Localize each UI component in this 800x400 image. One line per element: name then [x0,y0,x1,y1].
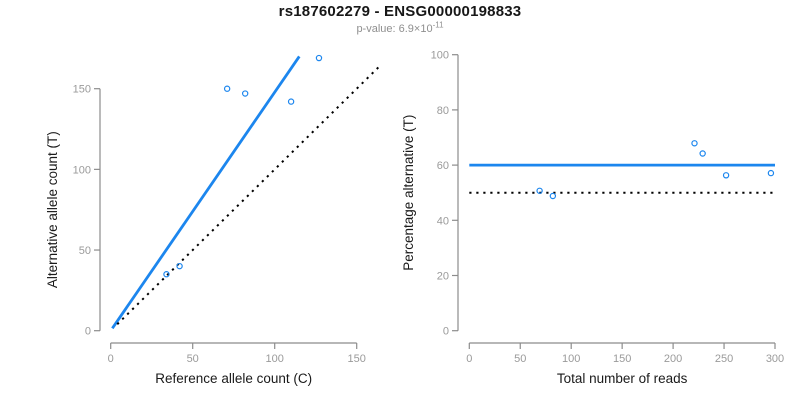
right-y-tick-label: 40 [437,215,449,227]
right-x-tick-label: 200 [664,353,682,365]
left-x-axis-title: Reference allele count (C) [155,371,312,386]
right-y-tick-label: 20 [437,271,449,283]
left-data-point [241,90,249,97]
left-y-tick-label: 100 [73,164,91,176]
left-x-tick-label: 100 [266,353,284,365]
right-x-tick-label: 250 [715,353,733,365]
left-x-tick-label: 50 [187,353,199,365]
regression-fit-line [111,55,301,330]
right-data-point [536,187,543,194]
right-data-point [722,172,730,179]
left-x-tick-label: 0 [108,353,114,365]
right-x-tick-label: 50 [514,353,526,365]
plot-subtitle: p-value: 6.9×10-11 [0,20,800,35]
right-data-point [549,192,557,200]
left-x-tick-label: 150 [348,353,366,365]
identity-diagonal-line [116,65,381,325]
left-y-tick-label: 0 [85,326,91,338]
right-x-tick-label: 0 [466,353,472,365]
left-data-point [223,85,231,92]
left-data-point [176,262,183,270]
right-y-axis-title: Percentage alternative (T) [401,115,416,271]
left-data-point [287,98,295,105]
right-y-tick-label: 0 [443,326,449,338]
left-data-point [315,54,323,62]
right-data-point [699,150,706,157]
right-y-tick-label: 60 [437,160,449,172]
p-value-exponent: -11 [432,20,444,30]
right-x-tick-label: 100 [562,353,580,365]
right-data-point [767,169,775,177]
right-y-tick-label: 100 [431,50,449,62]
right-data-point [691,140,698,147]
left-y-axis-title: Alternative allele count (T) [45,131,60,288]
right-x-axis-title: Total number of reads [557,371,688,386]
right-x-tick-label: 300 [766,353,784,365]
left-data-point [163,271,170,278]
right-x-tick-label: 150 [613,353,631,365]
right-y-tick-label: 80 [437,105,449,117]
plot-title: rs187602279 - ENSG00000198833 [278,3,522,20]
left-y-tick-label: 150 [73,84,91,96]
p-value-text: p-value: 6.9×10 [356,23,433,35]
left-y-tick-label: 50 [79,245,91,257]
